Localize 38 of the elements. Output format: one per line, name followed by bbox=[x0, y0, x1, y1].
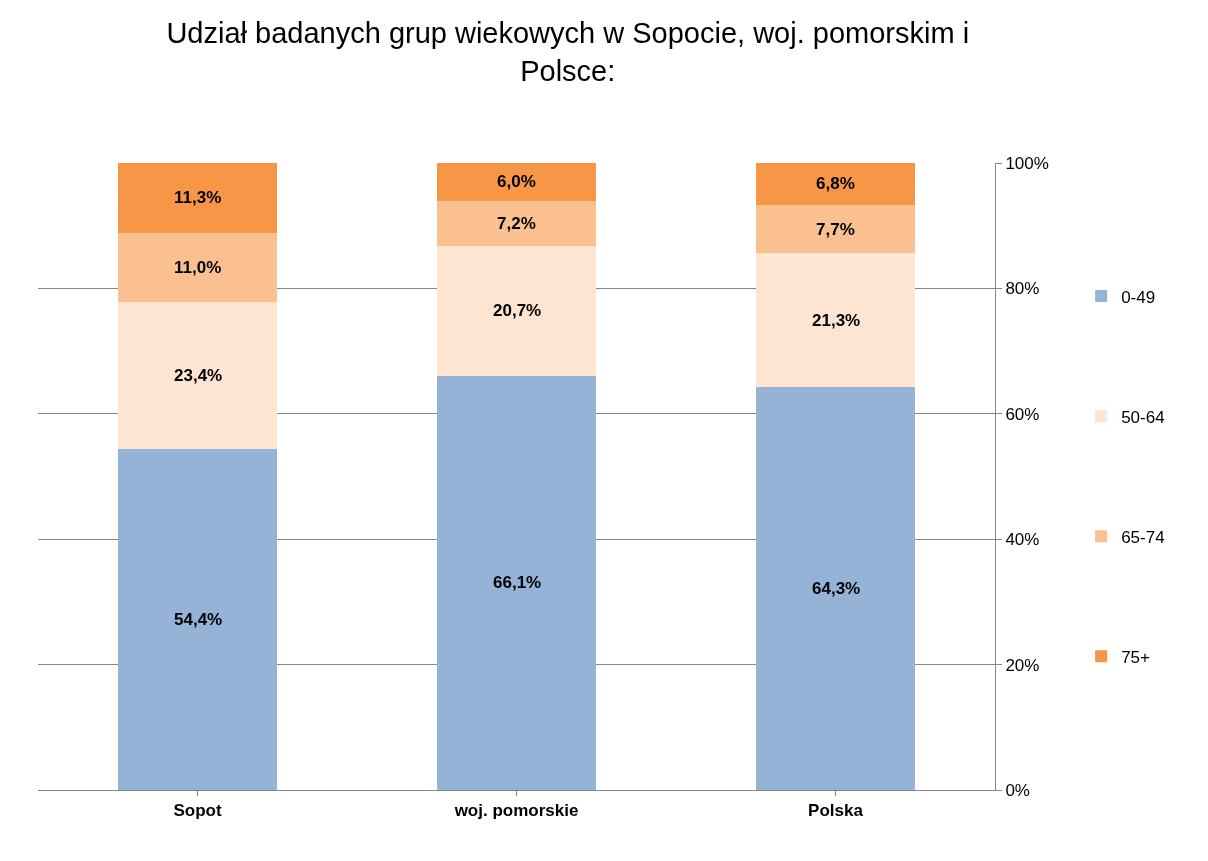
legend-label: 0-49 bbox=[1121, 287, 1156, 307]
bar bbox=[117, 448, 278, 790]
bar bbox=[436, 200, 597, 246]
data-label: 6,8% bbox=[816, 174, 855, 193]
bar bbox=[755, 386, 916, 790]
y-tick-label: 20% bbox=[1005, 655, 1040, 675]
bar bbox=[755, 163, 916, 206]
x-tick-label: woj. pomorskie bbox=[453, 801, 579, 821]
bar bbox=[436, 375, 597, 790]
legend-label: 50-64 bbox=[1121, 407, 1165, 427]
bar bbox=[117, 163, 278, 234]
bar bbox=[436, 163, 597, 201]
legend-label: 65-74 bbox=[1121, 527, 1165, 547]
data-label: 54,4% bbox=[174, 610, 223, 629]
bar bbox=[117, 233, 278, 303]
data-label: 7,2% bbox=[497, 214, 536, 233]
data-label: 11,3% bbox=[174, 188, 222, 207]
data-label: 20,7% bbox=[493, 301, 542, 320]
bar bbox=[436, 245, 597, 376]
data-label: 66,1% bbox=[493, 573, 542, 592]
data-label: 11,0% bbox=[174, 258, 222, 277]
y-tick-label: 100% bbox=[1005, 153, 1049, 173]
legend-label: 75+ bbox=[1121, 647, 1151, 667]
y-tick-label: 60% bbox=[1005, 404, 1040, 424]
data-label: 21,3% bbox=[812, 311, 861, 330]
bar bbox=[117, 302, 278, 449]
y-tick-label: 0% bbox=[1005, 780, 1030, 800]
x-tick-label: Sopot bbox=[173, 801, 222, 821]
bar bbox=[755, 205, 916, 254]
y-tick-label: 80% bbox=[1005, 279, 1040, 299]
chart-title: Udział badanych grup wiekowych w Sopocie, woj. pomorskim i Polsce: bbox=[166, 17, 970, 87]
data-label: 23,4% bbox=[174, 366, 223, 385]
x-tick-label: Polska bbox=[808, 801, 864, 821]
data-label: 64,3% bbox=[812, 579, 861, 598]
bar bbox=[755, 253, 916, 387]
data-label: 7,7% bbox=[816, 220, 855, 239]
y-tick-label: 40% bbox=[1005, 530, 1040, 550]
data-label: 6,0% bbox=[497, 172, 536, 191]
